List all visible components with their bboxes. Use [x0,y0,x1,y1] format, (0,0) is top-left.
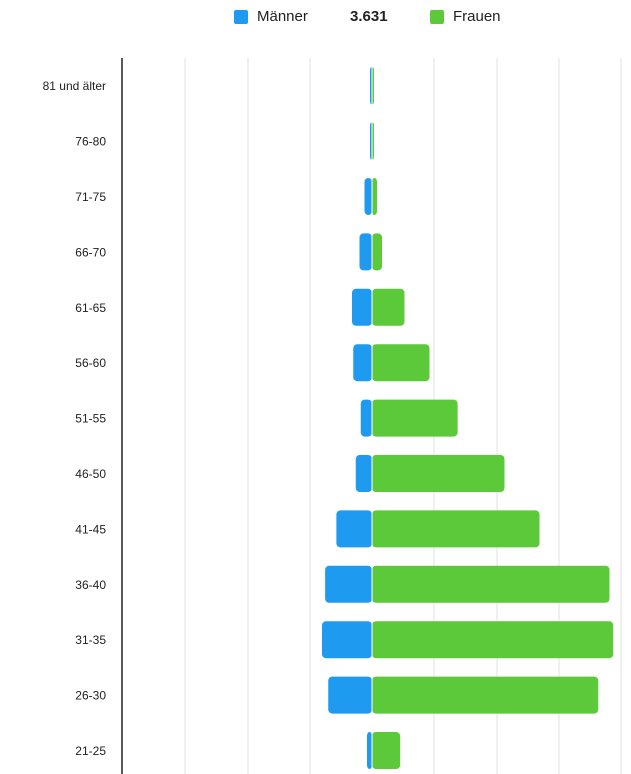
category-label-10: 31-35 [75,633,106,647]
category-label-5: 56-60 [75,356,106,370]
category-label-0: 81 und älter [43,79,106,93]
legend-label-female: Frauen [453,8,501,25]
category-label-3: 66-70 [75,245,106,259]
bar-male-12 [367,732,372,769]
legend-label-male: Männer [257,8,308,25]
bar-male-6 [360,399,372,437]
bar-female-9 [372,565,610,603]
bar-male-7 [355,455,372,492]
category-label-8: 41-45 [75,522,106,536]
category-label-11: 26-30 [75,689,106,703]
legend: Männer 3.631 Frauen [0,4,631,28]
category-label-7: 46-50 [75,467,106,481]
bar-female-7 [372,455,505,492]
bar-female-5 [372,344,430,382]
bar-male-3 [359,233,372,271]
bar-female-12 [372,732,401,769]
category-label-12: 21-25 [75,744,106,758]
bar-male-4 [352,288,372,326]
bar-female-10 [372,621,614,659]
category-label-4: 61-65 [75,301,106,315]
legend-swatch-male [234,10,248,24]
bar-female-11 [372,676,599,714]
bar-female-6 [372,399,458,437]
bar-female-8 [372,510,540,548]
bar-female-4 [372,288,405,326]
bar-male-11 [328,676,372,714]
legend-swatch-female [430,10,444,24]
bar-male-9 [325,565,372,603]
bar-female-3 [372,233,382,271]
category-label-1: 76-80 [75,135,106,149]
bar-male-8 [336,510,372,548]
bar-female-2 [372,178,377,215]
bar-male-2 [364,178,372,215]
category-label-9: 36-40 [75,578,106,592]
category-label-2: 71-75 [75,190,106,204]
bar-male-10 [322,621,372,659]
category-label-6: 51-55 [75,412,106,426]
legend-total: 3.631 [350,8,388,25]
bar-male-5 [353,344,372,382]
